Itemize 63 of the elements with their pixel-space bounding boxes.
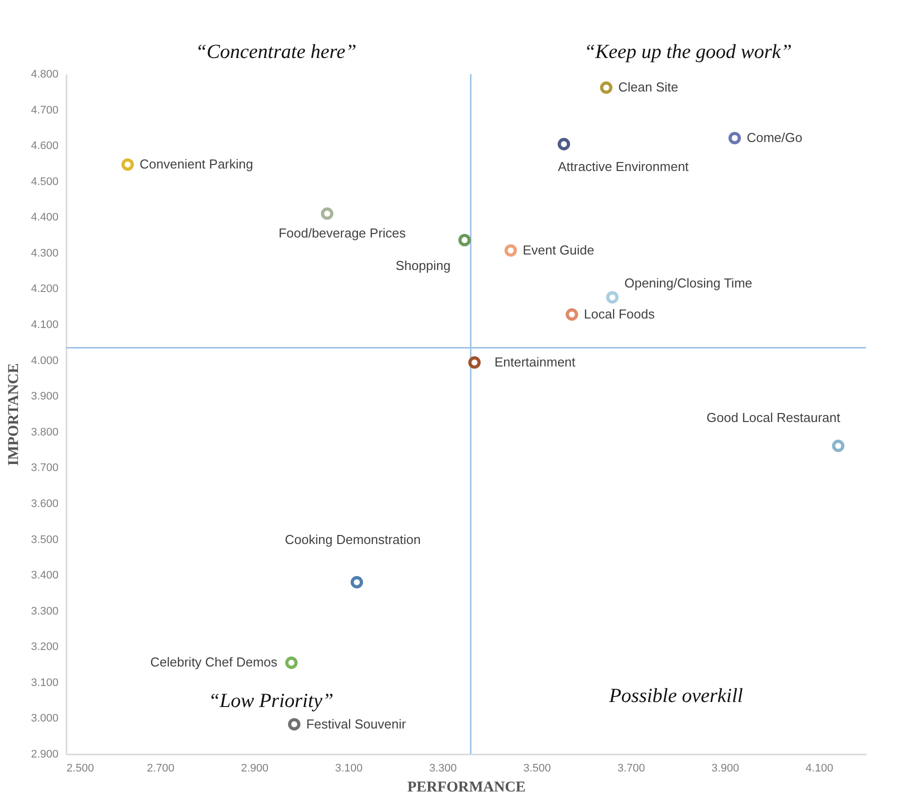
point bbox=[728, 132, 741, 144]
x-axis-title: PERFORMANCE bbox=[407, 780, 526, 796]
series-label: Local Foods bbox=[584, 306, 656, 322]
y-tick-label: 4.700 bbox=[30, 104, 58, 116]
series-label: Event Guide bbox=[522, 242, 594, 258]
x-tick-label: 4.100 bbox=[806, 762, 834, 774]
point bbox=[558, 138, 570, 150]
point bbox=[288, 718, 300, 730]
y-tick-label: 4.100 bbox=[30, 319, 58, 332]
y-tick-label: 3.900 bbox=[30, 390, 58, 403]
y-tick-label: 3.800 bbox=[30, 426, 58, 438]
y-tick-label: 3.000 bbox=[30, 712, 58, 725]
point bbox=[606, 291, 619, 304]
y-tick-label: 3.500 bbox=[30, 534, 58, 546]
point bbox=[832, 440, 844, 452]
y-tick-label: 3.700 bbox=[30, 462, 58, 474]
y-tick-label: 4.600 bbox=[30, 140, 58, 152]
point bbox=[458, 234, 471, 246]
point bbox=[504, 244, 517, 257]
y-tick-label: 3.300 bbox=[30, 605, 58, 618]
y-tick-label: 3.400 bbox=[30, 570, 58, 582]
y-tick-label: 4.300 bbox=[30, 247, 58, 260]
x-tick-label: 2.700 bbox=[146, 762, 174, 774]
series-label: Attractive Environment bbox=[558, 159, 690, 174]
series-label: Shopping bbox=[396, 258, 451, 274]
y-tick-label: 4.800 bbox=[30, 68, 58, 80]
series-label: Come/Go bbox=[746, 130, 802, 146]
y-tick-label: 4.200 bbox=[30, 283, 58, 296]
x-tick-label: 3.700 bbox=[617, 762, 645, 774]
y-tick-label: 4.500 bbox=[30, 176, 58, 188]
point bbox=[468, 356, 481, 369]
y-axis-title: IMPORTANCE bbox=[6, 363, 22, 466]
point bbox=[350, 576, 364, 588]
x-tick-label: 3.100 bbox=[335, 762, 363, 774]
y-tick-label: 4.400 bbox=[30, 212, 58, 224]
point bbox=[566, 308, 578, 321]
series-label: Clean Site bbox=[618, 80, 678, 95]
series-label: Good Local Restaurant bbox=[706, 410, 841, 425]
y-tick-label: 3.100 bbox=[30, 676, 58, 689]
series-label: Festival Souvenir bbox=[306, 716, 407, 732]
series-label: Food/beverage Prices bbox=[278, 226, 406, 241]
y-tick-label: 3.600 bbox=[30, 498, 58, 510]
annotation: Possible overkill bbox=[608, 685, 744, 707]
y-tick-label: 3.200 bbox=[30, 641, 58, 654]
y-tick-label: 4.000 bbox=[30, 354, 58, 367]
series-label: Convenient Parking bbox=[140, 156, 254, 172]
point bbox=[285, 656, 298, 669]
series-label: Opening/Closing Time bbox=[624, 275, 752, 290]
text: Cooking Demonstration bbox=[284, 532, 421, 548]
x-tick-label: 2.900 bbox=[240, 762, 268, 774]
point bbox=[121, 158, 134, 171]
text: “Keep up the good work” bbox=[584, 41, 792, 63]
point bbox=[600, 81, 612, 94]
point bbox=[320, 207, 334, 220]
annotation: “Low Priority” bbox=[208, 690, 334, 712]
series-label: Entertainment bbox=[494, 354, 576, 370]
x-tick-label: 3.300 bbox=[429, 762, 457, 774]
x-tick-label: 3.900 bbox=[712, 762, 740, 774]
x-tick-label: 3.500 bbox=[523, 762, 551, 774]
y-tick-label: 2.900 bbox=[30, 748, 58, 760]
x-tick-label: 2.500 bbox=[66, 762, 94, 774]
series-label: Celebrity Chef Demos bbox=[150, 654, 278, 670]
text: “Concentrate here” bbox=[196, 41, 356, 63]
